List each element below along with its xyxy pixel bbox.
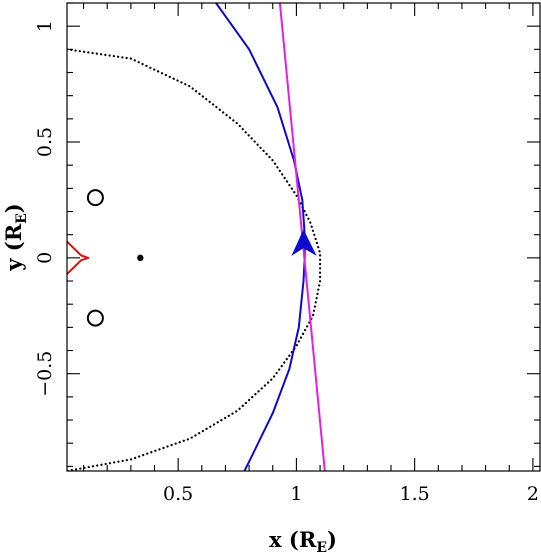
x-tick-label: 0.5: [163, 483, 193, 505]
series-solid-curve-1: [215, 3, 306, 471]
axis-ticks: [67, 2, 540, 471]
y-axis-title-main: y (R: [1, 223, 26, 271]
y-tick-label: 0.5: [34, 127, 56, 157]
plot-content: [67, 3, 326, 471]
x-tick-label: 1: [290, 483, 302, 505]
y-tick-label: −0.5: [34, 351, 56, 397]
x-axis-title: x (RE): [269, 527, 337, 555]
y-tick-label: 1: [34, 20, 56, 32]
y-axis-title-sub: E: [14, 213, 30, 224]
y-axis-title-close: ): [1, 203, 26, 213]
y-axis-title: y (RE): [1, 203, 30, 272]
x-axis-title-close: ): [327, 527, 337, 552]
plot-frame: [66, 2, 541, 472]
series-solid-curve-3: [67, 240, 90, 276]
open-circle-marker-1: [86, 309, 104, 327]
tick-labels: 0.5 1 1.5 2 −0.5 0 0.5 1: [34, 20, 539, 505]
direction-arrowhead: [291, 229, 317, 256]
x-axis-title-sub: E: [316, 540, 327, 555]
y-tick-label: 0: [34, 252, 56, 264]
x-axis-title-main: x (R: [269, 527, 317, 552]
x-tick-label: 2: [527, 483, 539, 505]
x-tick-label: 1.5: [400, 483, 430, 505]
open-circle-marker-0: [86, 189, 104, 207]
dot-marker-2: [137, 254, 144, 262]
series-dotted-curve-0: [67, 48, 322, 471]
